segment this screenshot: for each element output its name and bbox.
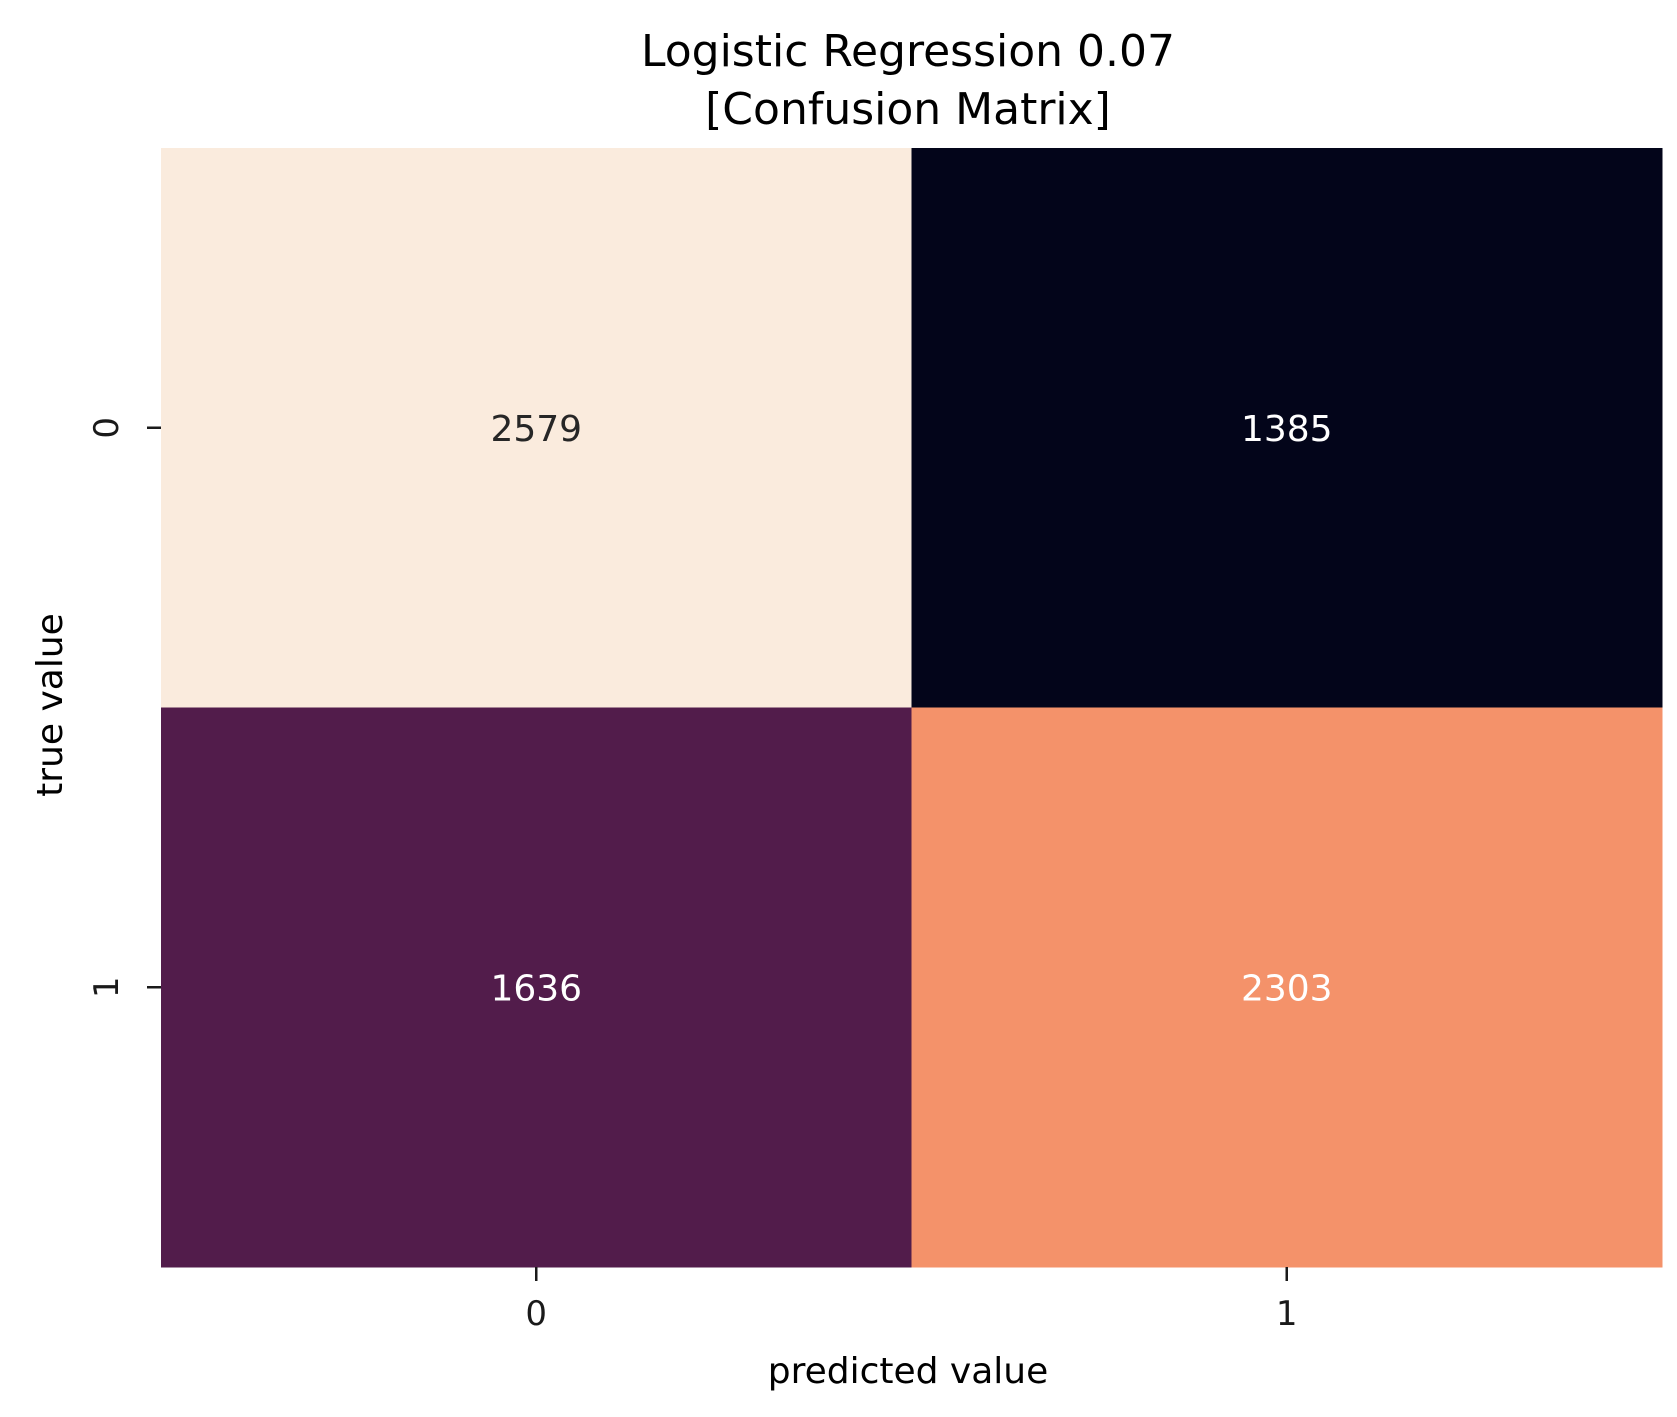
x-tick-label-0: 0	[525, 1294, 547, 1334]
heatmap-cell-r0-c1	[911, 148, 1663, 708]
heatmap-cell-r1-c0	[161, 707, 912, 1268]
y-axis-label: true value	[30, 613, 71, 797]
y-tick-label-0: 0	[87, 417, 127, 439]
heatmap-cell-r0-c0	[161, 148, 912, 708]
cell-value-r0-c1: 1385	[1241, 409, 1333, 450]
chart-subtitle: [Confusion Matrix]	[705, 84, 1111, 135]
cell-value-r0-c0: 2579	[490, 409, 582, 450]
cell-value-r1-c0: 1636	[490, 968, 582, 1009]
cell-value-r1-c1: 2303	[1241, 968, 1333, 1009]
y-axis-ticks: 01	[87, 417, 161, 998]
heatmap-cell-r1-c1	[911, 707, 1663, 1268]
y-tick-label-1: 1	[87, 976, 127, 998]
heatmap-cells	[161, 148, 1663, 1268]
heatmap-cell-labels: 2579 1385 1636 2303	[490, 409, 1332, 1010]
x-axis-label: predicted value	[768, 1351, 1049, 1392]
x-tick-label-1: 1	[1276, 1294, 1298, 1334]
chart-title: Logistic Regression 0.07	[641, 26, 1175, 77]
